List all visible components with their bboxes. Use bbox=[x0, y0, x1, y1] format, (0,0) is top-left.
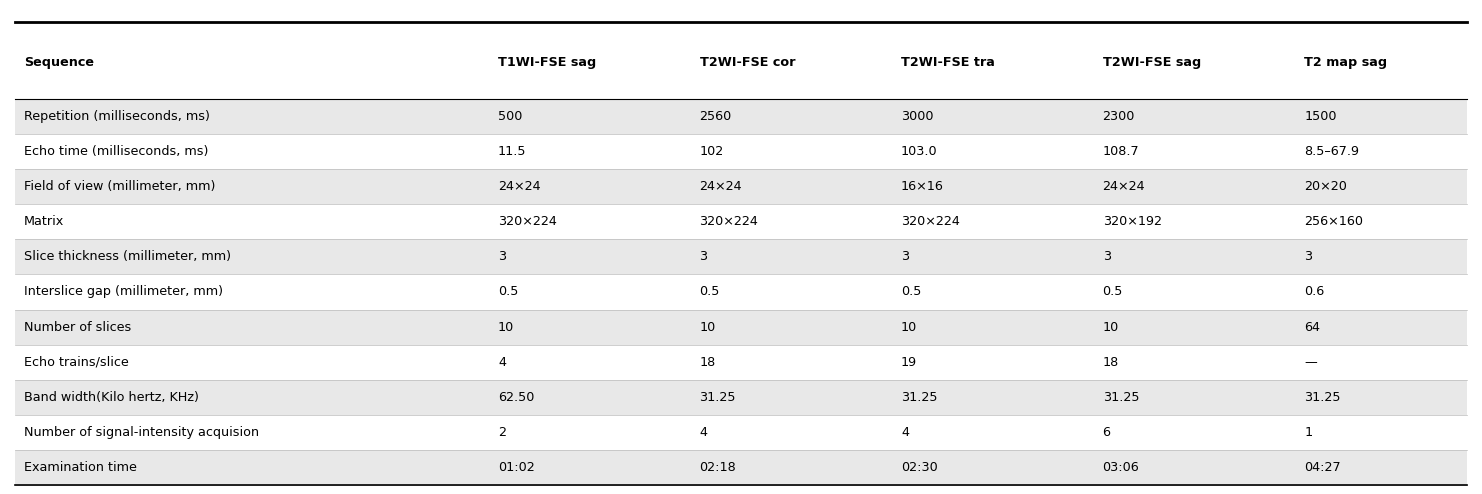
Text: 62.50: 62.50 bbox=[498, 391, 535, 404]
Bar bbox=[15, 169, 1467, 204]
Bar bbox=[15, 204, 1467, 239]
Text: 2: 2 bbox=[498, 426, 505, 439]
Bar bbox=[15, 134, 1467, 169]
Text: 20×20: 20×20 bbox=[1304, 180, 1347, 193]
Text: Band width(Kilo hertz, KHz): Band width(Kilo hertz, KHz) bbox=[24, 391, 199, 404]
Bar bbox=[15, 99, 1467, 134]
Text: T2WI-FSE tra: T2WI-FSE tra bbox=[901, 56, 994, 70]
Text: 19: 19 bbox=[901, 356, 917, 369]
Bar bbox=[15, 450, 1467, 485]
Bar bbox=[15, 310, 1467, 345]
Text: Echo trains/slice: Echo trains/slice bbox=[24, 356, 129, 369]
Text: 108.7: 108.7 bbox=[1103, 145, 1140, 158]
Text: Echo time (milliseconds, ms): Echo time (milliseconds, ms) bbox=[24, 145, 207, 158]
Text: Number of signal-intensity acquision: Number of signal-intensity acquision bbox=[24, 426, 259, 439]
Text: 0.5: 0.5 bbox=[901, 286, 922, 298]
Text: 11.5: 11.5 bbox=[498, 145, 526, 158]
Text: 0.5: 0.5 bbox=[498, 286, 519, 298]
Text: 16×16: 16×16 bbox=[901, 180, 944, 193]
Text: 256×160: 256×160 bbox=[1304, 215, 1363, 228]
Text: 320×192: 320×192 bbox=[1103, 215, 1162, 228]
Text: Number of slices: Number of slices bbox=[24, 321, 130, 333]
Bar bbox=[15, 415, 1467, 450]
Text: 3000: 3000 bbox=[901, 110, 934, 123]
Text: 18: 18 bbox=[1103, 356, 1119, 369]
Bar bbox=[15, 274, 1467, 310]
Bar bbox=[15, 239, 1467, 274]
Text: 103.0: 103.0 bbox=[901, 145, 938, 158]
Text: 4: 4 bbox=[700, 426, 707, 439]
Text: 1500: 1500 bbox=[1304, 110, 1337, 123]
Text: 2560: 2560 bbox=[700, 110, 732, 123]
Text: 0.5: 0.5 bbox=[700, 286, 720, 298]
Text: 102: 102 bbox=[700, 145, 723, 158]
Bar bbox=[15, 345, 1467, 380]
Text: 31.25: 31.25 bbox=[901, 391, 938, 404]
Text: 02:30: 02:30 bbox=[901, 461, 938, 474]
Text: 3: 3 bbox=[498, 250, 505, 263]
Text: Field of view (millimeter, mm): Field of view (millimeter, mm) bbox=[24, 180, 215, 193]
Text: 01:02: 01:02 bbox=[498, 461, 535, 474]
Text: 02:18: 02:18 bbox=[700, 461, 737, 474]
Text: 2300: 2300 bbox=[1103, 110, 1135, 123]
Text: 18: 18 bbox=[700, 356, 716, 369]
Text: 3: 3 bbox=[700, 250, 707, 263]
Text: 31.25: 31.25 bbox=[1304, 391, 1341, 404]
Text: 320×224: 320×224 bbox=[700, 215, 759, 228]
Text: —: — bbox=[1304, 356, 1317, 369]
Text: 10: 10 bbox=[700, 321, 716, 333]
Text: 4: 4 bbox=[498, 356, 505, 369]
Text: 64: 64 bbox=[1304, 321, 1320, 333]
Text: T2WI-FSE sag: T2WI-FSE sag bbox=[1103, 56, 1200, 70]
Text: Examination time: Examination time bbox=[24, 461, 136, 474]
Text: 1: 1 bbox=[1304, 426, 1312, 439]
Text: 24×24: 24×24 bbox=[498, 180, 541, 193]
Text: 03:06: 03:06 bbox=[1103, 461, 1140, 474]
Text: 320×224: 320×224 bbox=[901, 215, 960, 228]
Text: 10: 10 bbox=[901, 321, 917, 333]
Text: 10: 10 bbox=[498, 321, 514, 333]
Text: 0.6: 0.6 bbox=[1304, 286, 1325, 298]
Text: 3: 3 bbox=[901, 250, 908, 263]
Text: 0.5: 0.5 bbox=[1103, 286, 1123, 298]
Text: T2WI-FSE cor: T2WI-FSE cor bbox=[700, 56, 794, 70]
Text: T2 map sag: T2 map sag bbox=[1304, 56, 1387, 70]
Text: T1WI-FSE sag: T1WI-FSE sag bbox=[498, 56, 596, 70]
Text: Interslice gap (millimeter, mm): Interslice gap (millimeter, mm) bbox=[24, 286, 222, 298]
Text: 31.25: 31.25 bbox=[700, 391, 737, 404]
Text: Repetition (milliseconds, ms): Repetition (milliseconds, ms) bbox=[24, 110, 209, 123]
Text: 4: 4 bbox=[901, 426, 908, 439]
Text: 6: 6 bbox=[1103, 426, 1110, 439]
Text: Sequence: Sequence bbox=[24, 56, 93, 70]
Bar bbox=[15, 380, 1467, 415]
Text: 320×224: 320×224 bbox=[498, 215, 557, 228]
Text: 31.25: 31.25 bbox=[1103, 391, 1140, 404]
Text: Slice thickness (millimeter, mm): Slice thickness (millimeter, mm) bbox=[24, 250, 231, 263]
Text: 500: 500 bbox=[498, 110, 522, 123]
Text: 24×24: 24×24 bbox=[700, 180, 742, 193]
Text: 3: 3 bbox=[1103, 250, 1110, 263]
Text: 8.5–67.9: 8.5–67.9 bbox=[1304, 145, 1359, 158]
Text: 04:27: 04:27 bbox=[1304, 461, 1341, 474]
Text: 24×24: 24×24 bbox=[1103, 180, 1146, 193]
Text: Matrix: Matrix bbox=[24, 215, 64, 228]
Text: 3: 3 bbox=[1304, 250, 1312, 263]
Text: 10: 10 bbox=[1103, 321, 1119, 333]
